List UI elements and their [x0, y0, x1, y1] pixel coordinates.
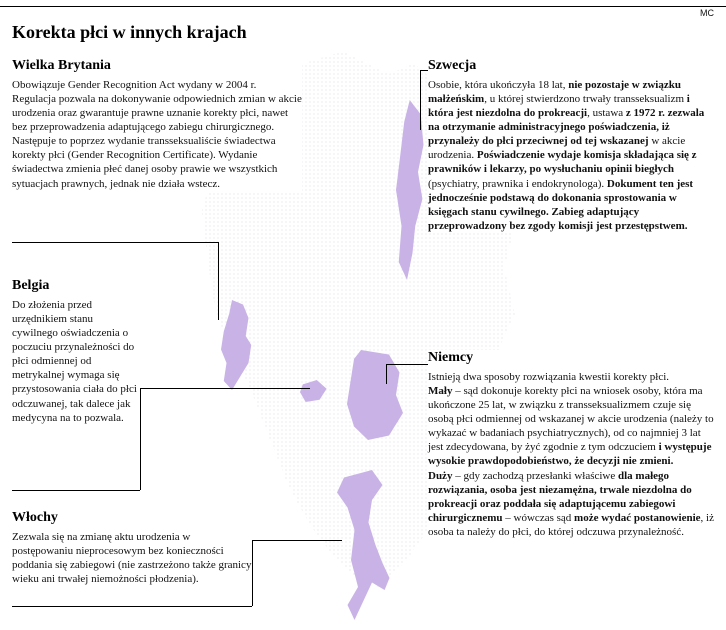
leader-it-h2 — [252, 540, 342, 541]
leader-uk — [12, 242, 218, 243]
callout-be-body: Do złożenia przed urzędnikiem stanu cywi… — [12, 298, 140, 425]
callout-germany: Niemcy Istnieją dwa sposoby rozwiązania … — [428, 350, 714, 539]
leader-be-v — [140, 388, 141, 490]
callout-se-body: Osobie, która ukończyła 18 lat, nie pozo… — [428, 78, 714, 233]
callout-uk-body: Obowiązuje Gender Recognition Act wydany… — [12, 78, 302, 191]
callout-be-heading: Belgia — [12, 278, 140, 294]
callout-it-heading: Włochy — [12, 510, 252, 526]
leader-de-v — [386, 364, 387, 384]
callout-uk: Wielka Brytania Obowiązuje Gender Recogn… — [12, 58, 302, 191]
callout-sweden: Szwecja Osobie, która ukończyła 18 lat, … — [428, 58, 714, 233]
callout-se-heading: Szwecja — [428, 58, 714, 74]
top-rule — [0, 6, 726, 7]
callout-de-heading: Niemcy — [428, 350, 714, 366]
leader-it — [12, 606, 252, 607]
callout-italy: Włochy Zezwala się na zmianę aktu urodze… — [12, 510, 252, 586]
leader-be — [12, 490, 140, 491]
credit-label: MC — [700, 8, 714, 18]
leader-se-v — [420, 70, 421, 130]
callout-uk-heading: Wielka Brytania — [12, 58, 302, 74]
callout-it-body: Zezwala się na zmianę aktu urodzenia w p… — [12, 530, 252, 586]
leader-be-h2 — [140, 388, 310, 389]
callout-belgium: Belgia Do złożenia przed urzędnikiem sta… — [12, 278, 140, 425]
callout-de-body: Istnieją dwa sposoby rozwiązania kwestii… — [428, 370, 714, 539]
leader-uk-v — [218, 242, 219, 320]
leader-it-v — [252, 540, 253, 606]
